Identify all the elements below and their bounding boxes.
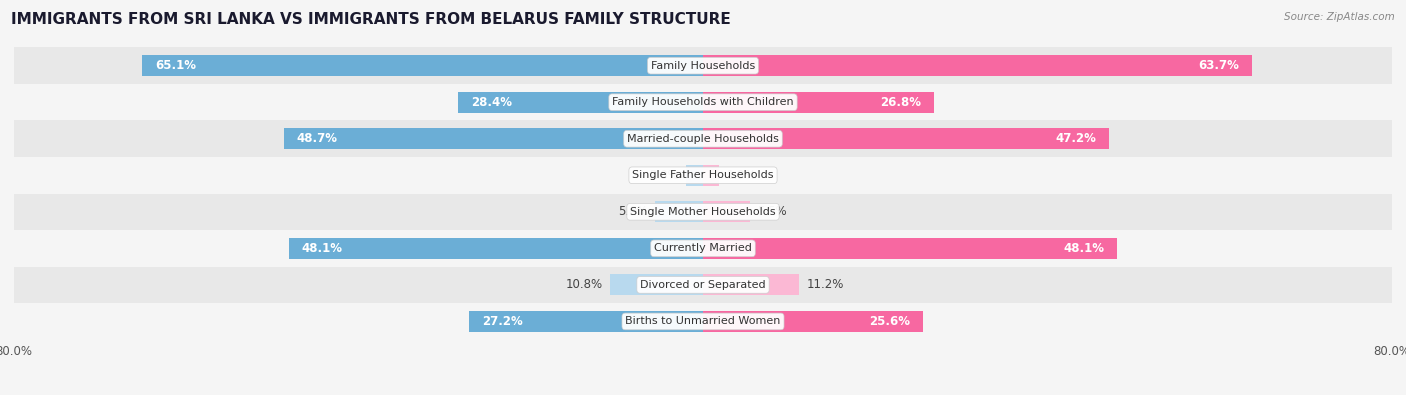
Text: 47.2%: 47.2% <box>1056 132 1097 145</box>
Text: 27.2%: 27.2% <box>482 315 523 328</box>
Text: 25.6%: 25.6% <box>869 315 911 328</box>
Bar <box>14 84 1392 120</box>
Bar <box>703 55 1251 76</box>
Bar <box>703 128 1109 149</box>
Bar <box>458 92 703 113</box>
Bar <box>14 194 1392 230</box>
Text: Family Households with Children: Family Households with Children <box>612 97 794 107</box>
Text: 63.7%: 63.7% <box>1198 59 1239 72</box>
Text: 10.8%: 10.8% <box>567 278 603 292</box>
Bar <box>288 238 703 259</box>
Bar <box>14 47 1392 84</box>
Text: 2.0%: 2.0% <box>650 169 679 182</box>
Text: Currently Married: Currently Married <box>654 243 752 253</box>
Legend: Immigrants from Sri Lanka, Immigrants from Belarus: Immigrants from Sri Lanka, Immigrants fr… <box>499 392 907 395</box>
Text: Single Mother Households: Single Mother Households <box>630 207 776 217</box>
Text: Divorced or Separated: Divorced or Separated <box>640 280 766 290</box>
Bar <box>14 120 1392 157</box>
Bar <box>703 201 751 222</box>
Bar <box>14 230 1392 267</box>
Text: 28.4%: 28.4% <box>471 96 512 109</box>
Bar <box>703 311 924 332</box>
Text: 65.1%: 65.1% <box>155 59 197 72</box>
Bar <box>14 267 1392 303</box>
Text: Family Households: Family Households <box>651 61 755 71</box>
Text: 5.6%: 5.6% <box>619 205 648 218</box>
Text: Married-couple Households: Married-couple Households <box>627 134 779 144</box>
Bar <box>284 128 703 149</box>
Text: 1.9%: 1.9% <box>727 169 756 182</box>
Bar <box>686 165 703 186</box>
Text: 48.7%: 48.7% <box>297 132 337 145</box>
Bar <box>142 55 703 76</box>
Bar <box>468 311 703 332</box>
Text: 5.5%: 5.5% <box>758 205 787 218</box>
Bar <box>14 303 1392 340</box>
Bar <box>655 201 703 222</box>
Text: Single Father Households: Single Father Households <box>633 170 773 180</box>
Text: IMMIGRANTS FROM SRI LANKA VS IMMIGRANTS FROM BELARUS FAMILY STRUCTURE: IMMIGRANTS FROM SRI LANKA VS IMMIGRANTS … <box>11 12 731 27</box>
Bar <box>703 238 1118 259</box>
Text: 11.2%: 11.2% <box>807 278 844 292</box>
Text: Births to Unmarried Women: Births to Unmarried Women <box>626 316 780 326</box>
Bar <box>610 274 703 295</box>
Text: Source: ZipAtlas.com: Source: ZipAtlas.com <box>1284 12 1395 22</box>
Bar <box>14 157 1392 194</box>
Text: 26.8%: 26.8% <box>880 96 921 109</box>
Bar <box>703 274 800 295</box>
Bar <box>703 92 934 113</box>
Text: 48.1%: 48.1% <box>302 242 343 255</box>
Bar <box>703 165 720 186</box>
Text: 48.1%: 48.1% <box>1063 242 1104 255</box>
